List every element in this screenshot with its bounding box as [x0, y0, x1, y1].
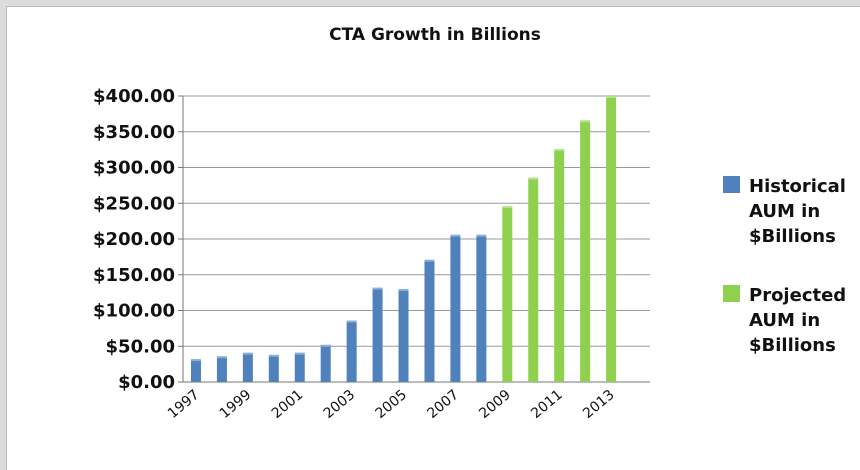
chart: CTA Growth in Billions $0.00 $50.00 $100.0…	[93, 25, 846, 422]
bar-highlight	[424, 259, 435, 262]
y-tick-label: $50.00	[106, 336, 175, 357]
bar-projected	[502, 206, 513, 382]
bar-projected	[528, 177, 539, 382]
y-tick-label: $100.00	[93, 301, 175, 322]
bar-historical	[398, 289, 409, 382]
bar-historical	[268, 354, 279, 382]
y-tick-label: $350.00	[93, 122, 175, 143]
x-tick-label: 2005	[373, 387, 411, 422]
x-axis-ticks: 1997 1999 2001 2003 2005 2007 2009 2011 2013	[165, 387, 618, 422]
grid	[183, 95, 650, 383]
bar-projected	[606, 96, 617, 382]
bar-highlight	[216, 356, 227, 359]
legend: Historical AUM in $Billions Projected AUM in…	[723, 176, 846, 356]
legend-label: AUM in	[749, 201, 820, 222]
bar-historical	[190, 359, 201, 382]
x-tick-label: 1999	[217, 387, 255, 422]
legend-label: Historical	[749, 176, 846, 197]
legend-label: $Billions	[749, 226, 836, 247]
bar-historical	[216, 356, 227, 382]
bar-highlight	[528, 177, 539, 180]
bar-highlight	[580, 120, 591, 123]
bar-historical	[450, 234, 461, 382]
bar-highlight	[450, 234, 461, 237]
bars	[190, 96, 617, 382]
legend-label: $Billions	[749, 335, 836, 356]
x-tick-label: 2011	[528, 387, 566, 422]
bar-historical	[372, 287, 383, 382]
bar-historical	[476, 234, 487, 382]
bar-historical	[346, 320, 357, 382]
y-tick-label: $300.00	[93, 158, 175, 179]
x-tick-label: 2009	[476, 387, 514, 422]
bar-highlight	[320, 344, 331, 347]
y-tick-label: $200.00	[93, 229, 175, 250]
bar-highlight	[554, 148, 565, 151]
legend-swatch	[723, 285, 740, 302]
bar-highlight	[346, 320, 357, 323]
y-tick-label: $400.00	[93, 86, 175, 107]
chart-frame: CTA Growth in Billions $0.00 $50.00 $100.0…	[6, 6, 860, 470]
bar-highlight	[476, 234, 487, 237]
bar-historical	[242, 352, 253, 382]
bar-historical	[320, 344, 331, 382]
y-tick-label: $250.00	[93, 193, 175, 214]
bar-highlight	[268, 354, 279, 357]
bar-projected	[554, 148, 565, 382]
y-tick-label: $150.00	[93, 265, 175, 286]
axes	[178, 95, 650, 383]
x-tick-label: 2013	[580, 387, 618, 422]
bar-highlight	[606, 96, 617, 98]
bar-highlight	[190, 359, 201, 362]
bar-highlight	[242, 352, 253, 355]
chart-title: CTA Growth in Billions	[329, 25, 541, 45]
x-tick-label: 2001	[269, 387, 307, 422]
bar-historical	[424, 259, 435, 382]
bar-highlight	[294, 352, 305, 355]
x-tick-label: 2003	[321, 387, 359, 422]
bar-historical	[294, 352, 305, 382]
legend-label: Projected	[749, 285, 846, 306]
bar-highlight	[502, 206, 513, 209]
legend-swatch	[723, 176, 740, 193]
bar-highlight	[372, 287, 383, 290]
y-axis-ticks: $0.00 $50.00 $100.00 $150.00 $200.00 $250.00 $…	[93, 86, 175, 393]
legend-label: AUM in	[749, 310, 820, 331]
bar-projected	[580, 120, 591, 382]
y-tick-label: $0.00	[118, 372, 175, 393]
bar-highlight	[398, 289, 409, 292]
x-tick-label: 2007	[424, 387, 462, 422]
